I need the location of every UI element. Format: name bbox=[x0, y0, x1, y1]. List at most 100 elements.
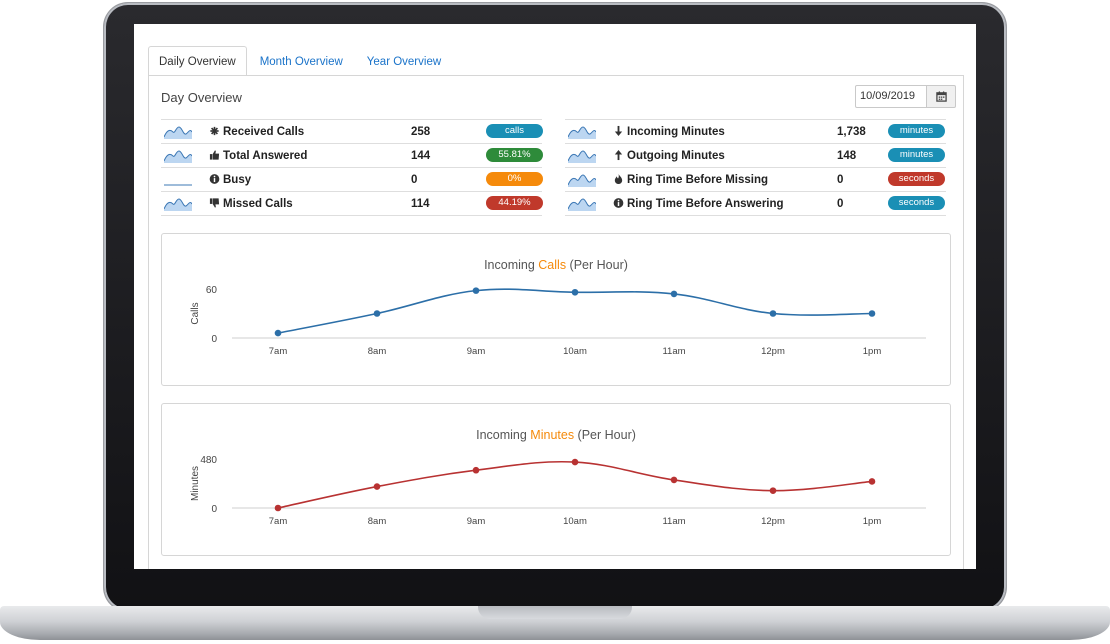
chart-title: Incoming Minutes (Per Hour) bbox=[476, 428, 636, 442]
stat-value: 1,738 bbox=[837, 125, 866, 138]
stat-value: 258 bbox=[411, 125, 431, 138]
data-point[interactable] bbox=[472, 287, 480, 294]
sparkline-icon bbox=[568, 150, 596, 163]
data-point[interactable] bbox=[868, 310, 876, 317]
stat-badge: 44.19% bbox=[486, 196, 543, 210]
stat-label: Incoming Minutes bbox=[627, 125, 725, 138]
stat-label: Outgoing Minutes bbox=[627, 149, 725, 162]
stat-row: Outgoing Minutes 148 minutes bbox=[565, 143, 946, 167]
sparkline-icon bbox=[164, 198, 192, 211]
y-axis-label: Calls bbox=[190, 302, 201, 324]
sparkline-icon bbox=[164, 126, 192, 139]
stat-value: 0 bbox=[411, 173, 418, 186]
stat-badge: minutes bbox=[888, 148, 945, 162]
stat-row: Ring Time Before Answering 0 seconds bbox=[565, 191, 946, 216]
stats-right: Incoming Minutes 1,738 minutes Outgoing Min… bbox=[565, 119, 946, 216]
chart-title-highlight: Minutes bbox=[530, 428, 574, 442]
data-point[interactable] bbox=[769, 487, 777, 494]
info-circle-icon bbox=[613, 198, 624, 208]
stat-label: Received Calls bbox=[223, 125, 305, 138]
stat-badge: 55.81% bbox=[486, 148, 543, 162]
chart-title: Incoming Calls (Per Hour) bbox=[484, 258, 628, 272]
stat-label: Ring Time Before Missing bbox=[627, 173, 769, 186]
stat-value: 0 bbox=[837, 173, 844, 186]
x-tick-label: 10am bbox=[563, 346, 587, 357]
x-tick-label: 1pm bbox=[863, 346, 882, 357]
x-tick-label: 12pm bbox=[761, 516, 785, 527]
y-tick-label: 0 bbox=[211, 504, 217, 515]
tab-year-overview[interactable]: Year Overview bbox=[366, 56, 442, 68]
stat-badge: minutes bbox=[888, 124, 945, 138]
laptop-notch bbox=[478, 606, 632, 619]
sparkline-icon bbox=[164, 150, 192, 163]
data-point[interactable] bbox=[274, 504, 282, 512]
chart-title-prefix: Incoming bbox=[476, 428, 530, 442]
day-overview-panel: Day Overview 10/09/2019 Received Calls 25… bbox=[148, 75, 964, 569]
sparkline-icon bbox=[568, 198, 596, 211]
stat-badge: calls bbox=[486, 124, 543, 138]
panel-title: Day Overview bbox=[161, 90, 242, 105]
asterisk-icon bbox=[210, 126, 219, 136]
stat-row: Busy 0 0% bbox=[161, 167, 543, 191]
data-point[interactable] bbox=[571, 288, 579, 296]
data-point[interactable] bbox=[274, 329, 282, 337]
stat-label: Busy bbox=[223, 173, 252, 186]
x-tick-label: 8am bbox=[368, 346, 387, 357]
x-tick-label: 11am bbox=[662, 346, 685, 357]
data-point[interactable] bbox=[670, 290, 678, 298]
x-tick-label: 9am bbox=[467, 346, 486, 357]
calendar-button[interactable] bbox=[927, 85, 956, 108]
info-circle-icon bbox=[209, 174, 220, 184]
fire-icon bbox=[614, 173, 623, 185]
x-tick-label: 7am bbox=[269, 346, 288, 357]
chart-title-suffix: (Per Hour) bbox=[574, 428, 636, 442]
sparkline-icon bbox=[164, 184, 192, 186]
thumbs-down-icon bbox=[209, 198, 220, 208]
series-line bbox=[277, 288, 873, 334]
incoming-minutes-chart: Incoming Minutes (Per Hour) Minutes 0 480 7a… bbox=[161, 403, 951, 556]
stat-label: Ring Time Before Answering bbox=[627, 197, 784, 210]
x-tick-label: 8am bbox=[368, 516, 387, 527]
data-point[interactable] bbox=[373, 483, 381, 490]
chart-title-suffix: (Per Hour) bbox=[566, 258, 628, 272]
arrow-up-icon bbox=[614, 149, 623, 161]
calendar-icon bbox=[935, 91, 947, 102]
stat-row: Received Calls 258 calls bbox=[161, 119, 543, 143]
x-tick-label: 10am bbox=[563, 516, 587, 527]
x-tick-label: 9am bbox=[467, 516, 486, 527]
series-line bbox=[277, 460, 873, 509]
stat-row: Missed Calls 114 44.19% bbox=[161, 191, 543, 216]
stats-left: Received Calls 258 calls Total Answered 144 5… bbox=[161, 119, 543, 216]
overview-tabs: Daily Overview Month Overview Year Overv… bbox=[148, 46, 454, 76]
stat-row: Ring Time Before Missing 0 seconds bbox=[565, 167, 946, 191]
data-point[interactable] bbox=[472, 466, 480, 474]
tab-month-overview[interactable]: Month Overview bbox=[259, 56, 343, 68]
data-point[interactable] bbox=[769, 310, 777, 317]
data-point[interactable] bbox=[373, 310, 381, 317]
chart-title-prefix: Incoming bbox=[484, 258, 538, 272]
arrow-down-icon bbox=[614, 125, 623, 137]
x-tick-label: 12pm bbox=[761, 346, 785, 357]
incoming-calls-chart: Incoming Calls (Per Hour) Calls 0 60 7am 8am 9… bbox=[161, 233, 951, 386]
date-input[interactable]: 10/09/2019 bbox=[855, 85, 927, 108]
tab-daily-overview[interactable]: Daily Overview bbox=[148, 46, 247, 76]
stat-badge: 0% bbox=[486, 172, 543, 186]
stat-label: Missed Calls bbox=[223, 197, 293, 210]
sparkline-icon bbox=[568, 174, 596, 187]
x-tick-label: 1pm bbox=[863, 516, 882, 527]
y-tick-label: 480 bbox=[200, 455, 217, 466]
stat-badge: seconds bbox=[888, 196, 945, 210]
stat-value: 0 bbox=[837, 197, 844, 210]
data-point[interactable] bbox=[571, 458, 579, 466]
stat-value: 148 bbox=[837, 149, 857, 162]
data-point[interactable] bbox=[670, 476, 678, 484]
incoming-minutes-chart-svg: Incoming Minutes (Per Hour)Minutes04807a… bbox=[190, 428, 926, 527]
data-point[interactable] bbox=[868, 478, 876, 485]
y-tick-label: 0 bbox=[211, 334, 217, 345]
screen: Daily Overview Month Overview Year Overv… bbox=[134, 24, 976, 569]
sparkline-icon bbox=[568, 126, 596, 139]
thumbs-up-icon bbox=[209, 150, 220, 160]
stat-label: Total Answered bbox=[223, 149, 308, 162]
chart-title-highlight: Calls bbox=[538, 258, 566, 272]
stat-row: Incoming Minutes 1,738 minutes bbox=[565, 119, 946, 143]
